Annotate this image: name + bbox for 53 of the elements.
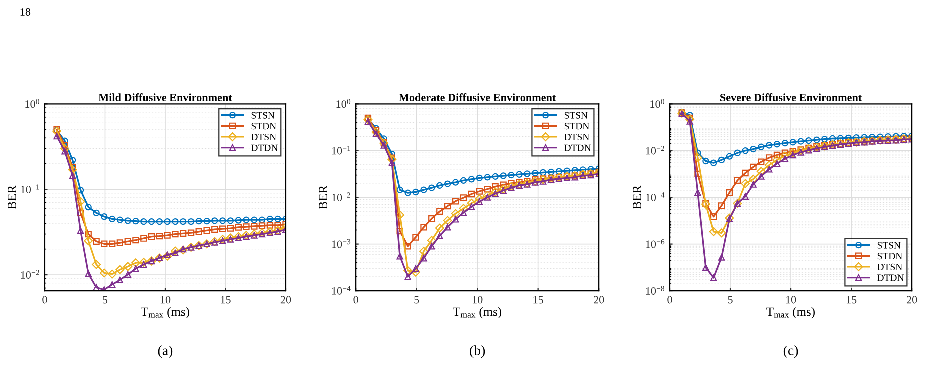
y-axis-title: BER: [319, 185, 328, 210]
x-tick-label: 5: [103, 296, 108, 304]
y-tick-label: 10$^{−1}$: [332, 146, 350, 155]
y-tick-label: 10$^{−4}$: [332, 286, 351, 295]
text: (b): [470, 346, 486, 358]
y-tick-label: 10$^{−1}$: [21, 184, 40, 194]
x-axis-title: T$_{max}$ (ms): [141, 307, 190, 319]
text: 18: [20, 8, 31, 16]
y-tick-label: 10$^{−2}$: [646, 146, 664, 155]
x-axis-title: T$_{max}$ (ms): [453, 307, 502, 319]
text: (c): [784, 346, 798, 358]
legend-label: STSN: [252, 112, 275, 119]
x-tick-label: 5: [728, 296, 733, 304]
legend-label: DTDN: [564, 144, 592, 152]
legend-label: STSN: [564, 112, 588, 119]
x-tick-label: 20: [906, 296, 918, 304]
legend-label: DTDN: [878, 274, 904, 282]
chart-title: Mild Diffusive Environment: [98, 94, 232, 102]
legend-label: STDN: [878, 253, 902, 260]
x-axis-title: T$_{max}$ (ms): [766, 307, 815, 319]
y-tick-label: 10$^{−2}$: [21, 270, 40, 279]
legend-label: DTSN: [878, 264, 902, 270]
y-tick-label: 10$^{−2}$: [332, 192, 350, 202]
x-tick-label: 0: [668, 296, 672, 304]
legend-label: STDN: [252, 123, 276, 130]
y-tick-label: 10$^{−3}$: [332, 239, 351, 248]
legend-label: DTDN: [251, 144, 278, 152]
y-axis-title: BER: [8, 185, 16, 210]
y-tick-label: 10$^{0}$: [336, 99, 351, 108]
x-tick-label: 20: [280, 296, 292, 304]
x-tick-label: 15: [846, 296, 857, 304]
y-tick-label: 10$^{−8}$: [646, 286, 665, 295]
x-tick-label: 0: [42, 296, 48, 304]
y-tick-label: 10$^{−4}$: [646, 192, 665, 202]
chart-title: Moderate Diffusive Environment: [399, 94, 556, 102]
x-tick-label: 0: [354, 296, 358, 304]
x-tick-label: 20: [594, 296, 604, 304]
x-tick-label: 5: [414, 296, 420, 304]
y-tick-label: 10$^{−6}$: [646, 239, 665, 248]
legend-label: DTSN: [564, 134, 590, 140]
legend-label: STSN: [878, 242, 901, 249]
x-tick-label: 10: [472, 296, 483, 304]
x-tick-label: 15: [221, 296, 231, 304]
legend-label: STDN: [564, 123, 590, 130]
x-tick-label: 10: [786, 296, 796, 304]
text: (a): [158, 346, 173, 358]
chart-title: Severe Diffusive Environment: [720, 94, 862, 102]
y-axis-title: BER: [633, 185, 642, 210]
y-tick-label: 10$^{0}$: [26, 99, 40, 108]
x-tick-label: 15: [534, 296, 544, 304]
x-tick-label: 10: [160, 296, 171, 304]
y-tick-label: 10$^{0}$: [650, 99, 664, 108]
legend-label: DTSN: [251, 134, 276, 140]
